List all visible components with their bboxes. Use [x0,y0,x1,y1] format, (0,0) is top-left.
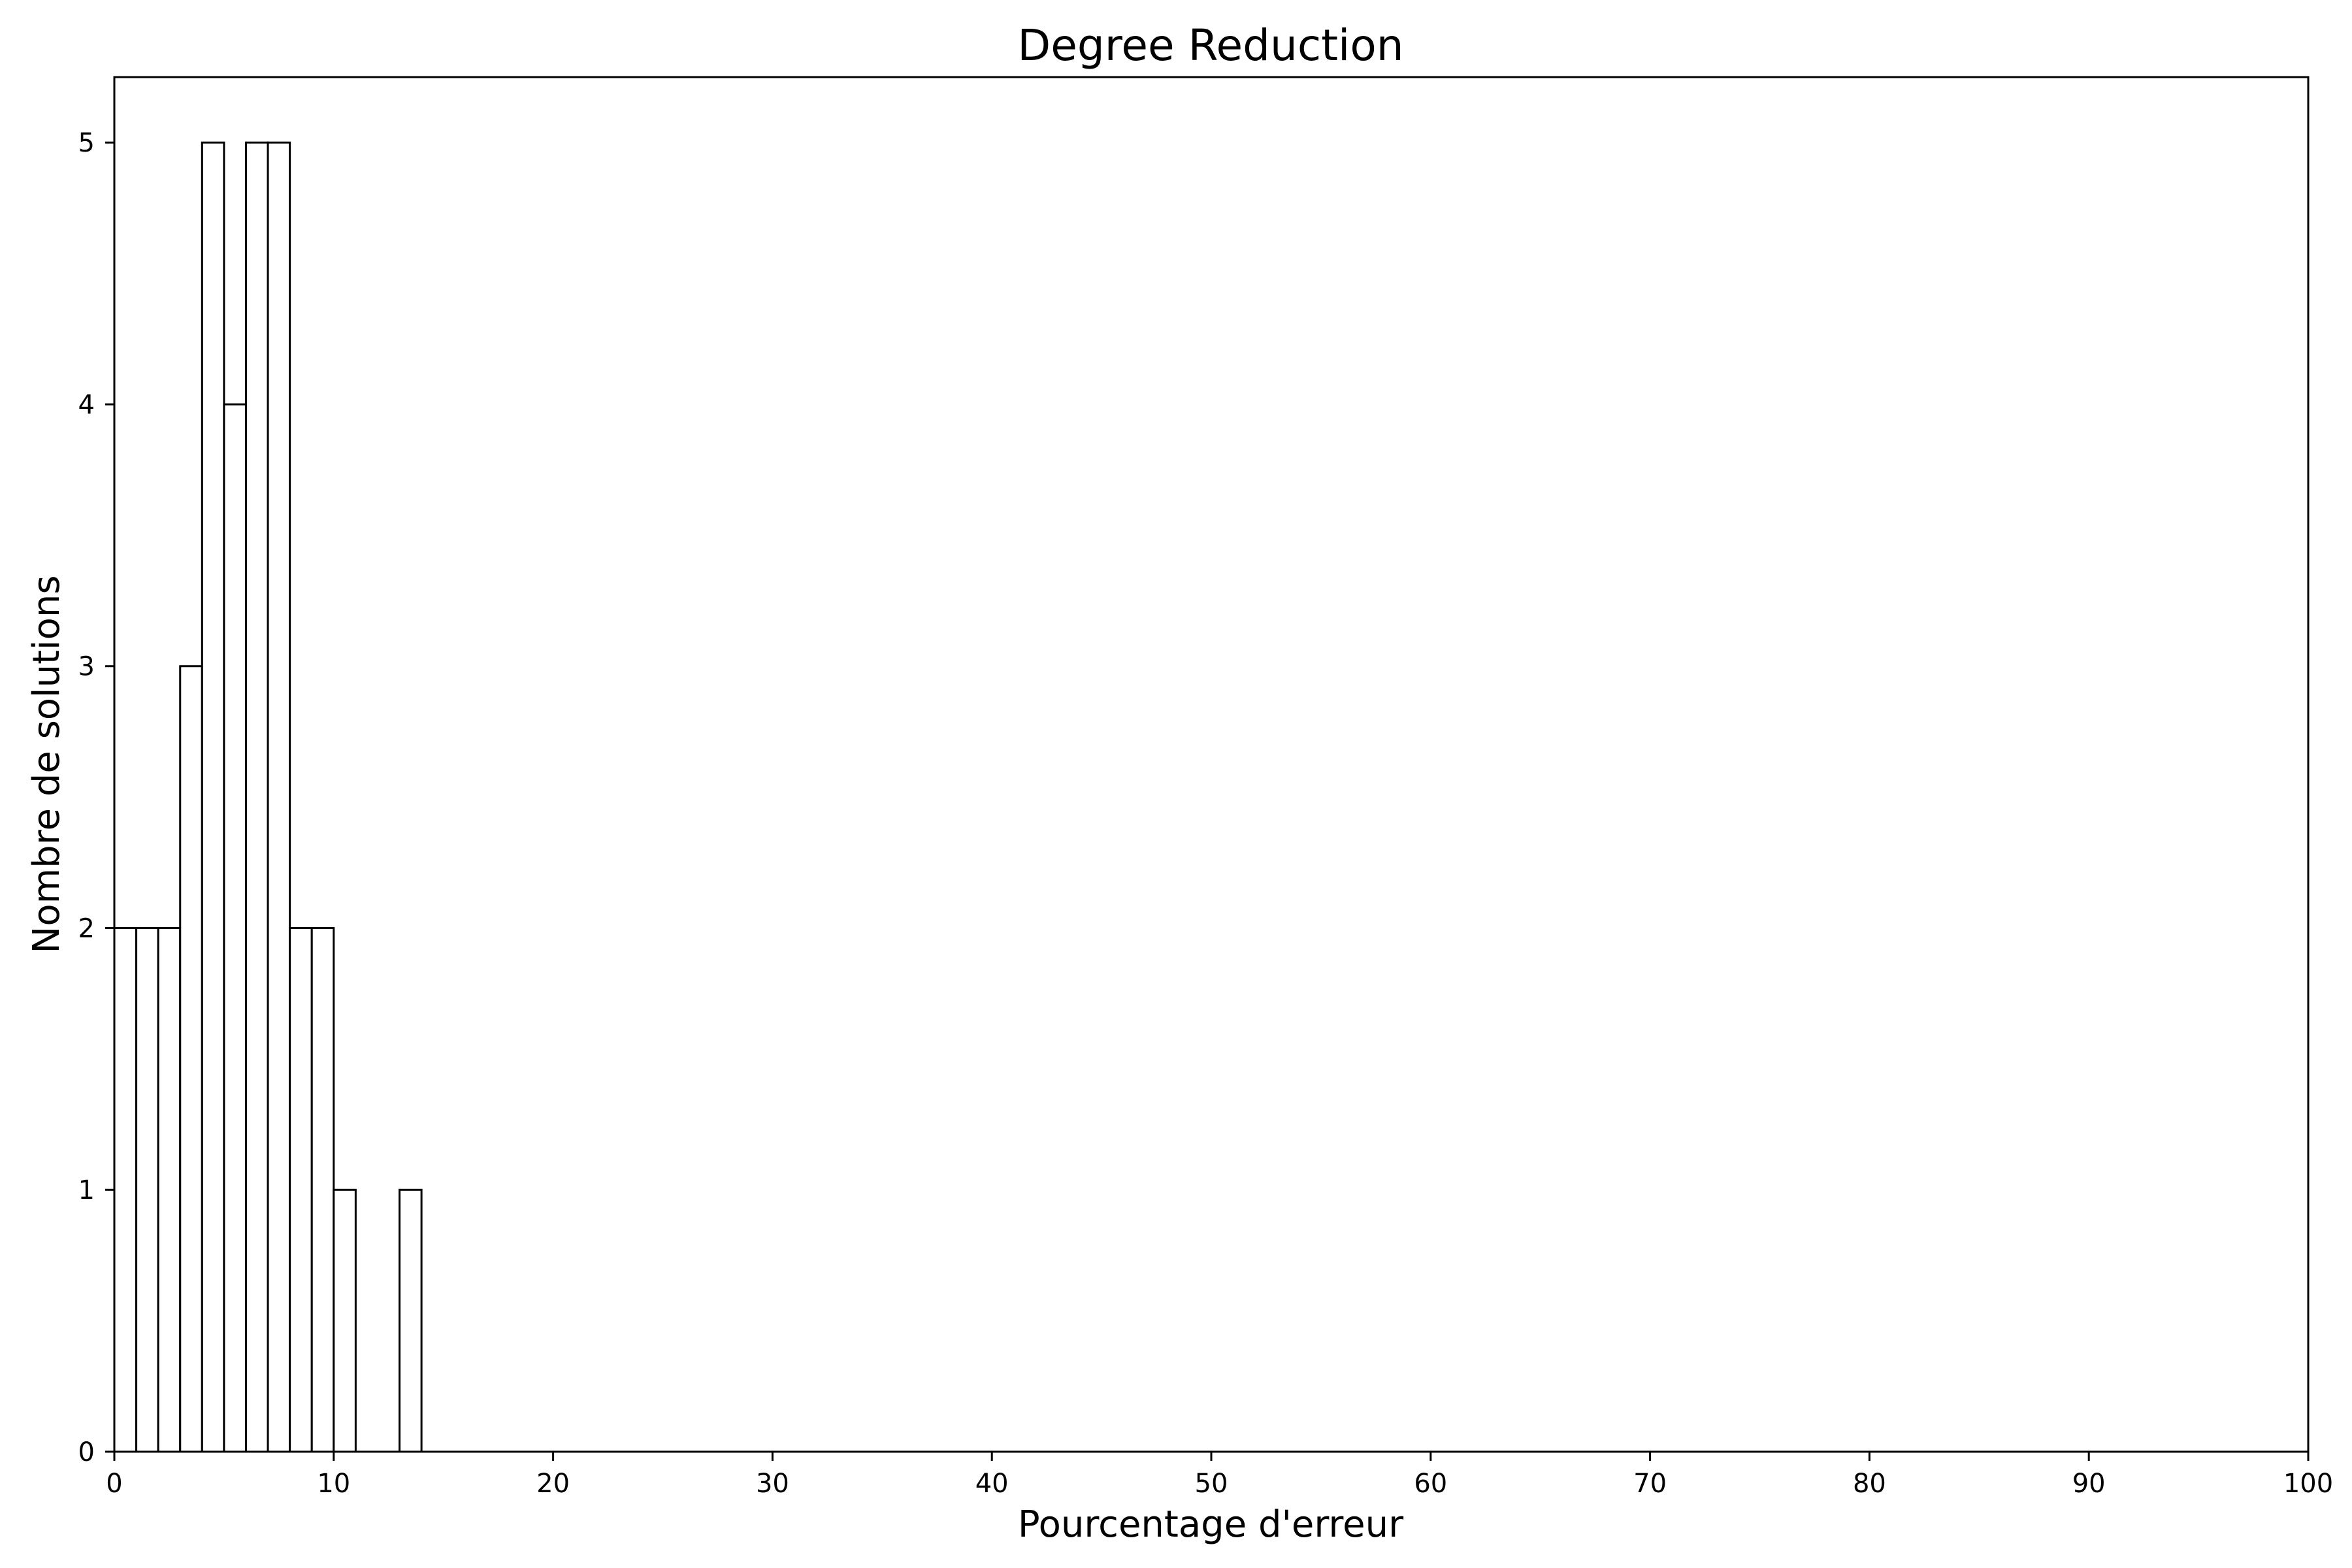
x-tick-label: 100 [2283,1469,2333,1499]
x-tick-label: 0 [106,1469,122,1499]
plot-frame [113,76,2310,1453]
x-tick-label: 20 [536,1469,570,1499]
bars-group [113,141,423,1453]
y-tick-label: 4 [78,390,95,420]
histogram-bar [135,926,159,1453]
histogram-bar [223,403,247,1453]
histogram-bar [333,1188,357,1453]
y-tick-label: 0 [78,1437,95,1467]
x-axis-label: Pourcentage d'erreur [1018,1503,1404,1546]
histogram-bar [244,141,269,1453]
x-tick-label: 50 [1195,1469,1228,1499]
y-ticks-group: 0 1 2 3 4 5 [78,128,114,1467]
x-tick-label: 40 [975,1469,1009,1499]
histogram-bar [399,1188,423,1453]
y-tick-label: 3 [78,652,95,682]
y-tick-label: 5 [78,128,95,158]
histogram-bar [267,141,291,1453]
x-tick-label: 10 [317,1469,350,1499]
histogram-bar [289,926,313,1453]
x-tick-label: 90 [2072,1469,2106,1499]
y-tick-label: 2 [78,913,95,943]
histogram-bar [157,926,182,1453]
x-tick-label: 60 [1414,1469,1447,1499]
y-axis-label: Nombre de solutions [25,575,68,953]
histogram-bar [179,665,203,1453]
x-tick-label: 80 [1853,1469,1886,1499]
histogram-bar [310,926,335,1453]
histogram-bar [113,926,138,1453]
chart-title: Degree Reduction [1017,20,1403,71]
x-tick-label: 70 [1633,1469,1667,1499]
x-tick-label: 30 [756,1469,789,1499]
histogram-bar [201,141,225,1453]
x-ticks-group: 0 10 20 30 40 50 60 70 80 90 100 [106,1452,2333,1499]
y-tick-label: 1 [78,1175,95,1205]
